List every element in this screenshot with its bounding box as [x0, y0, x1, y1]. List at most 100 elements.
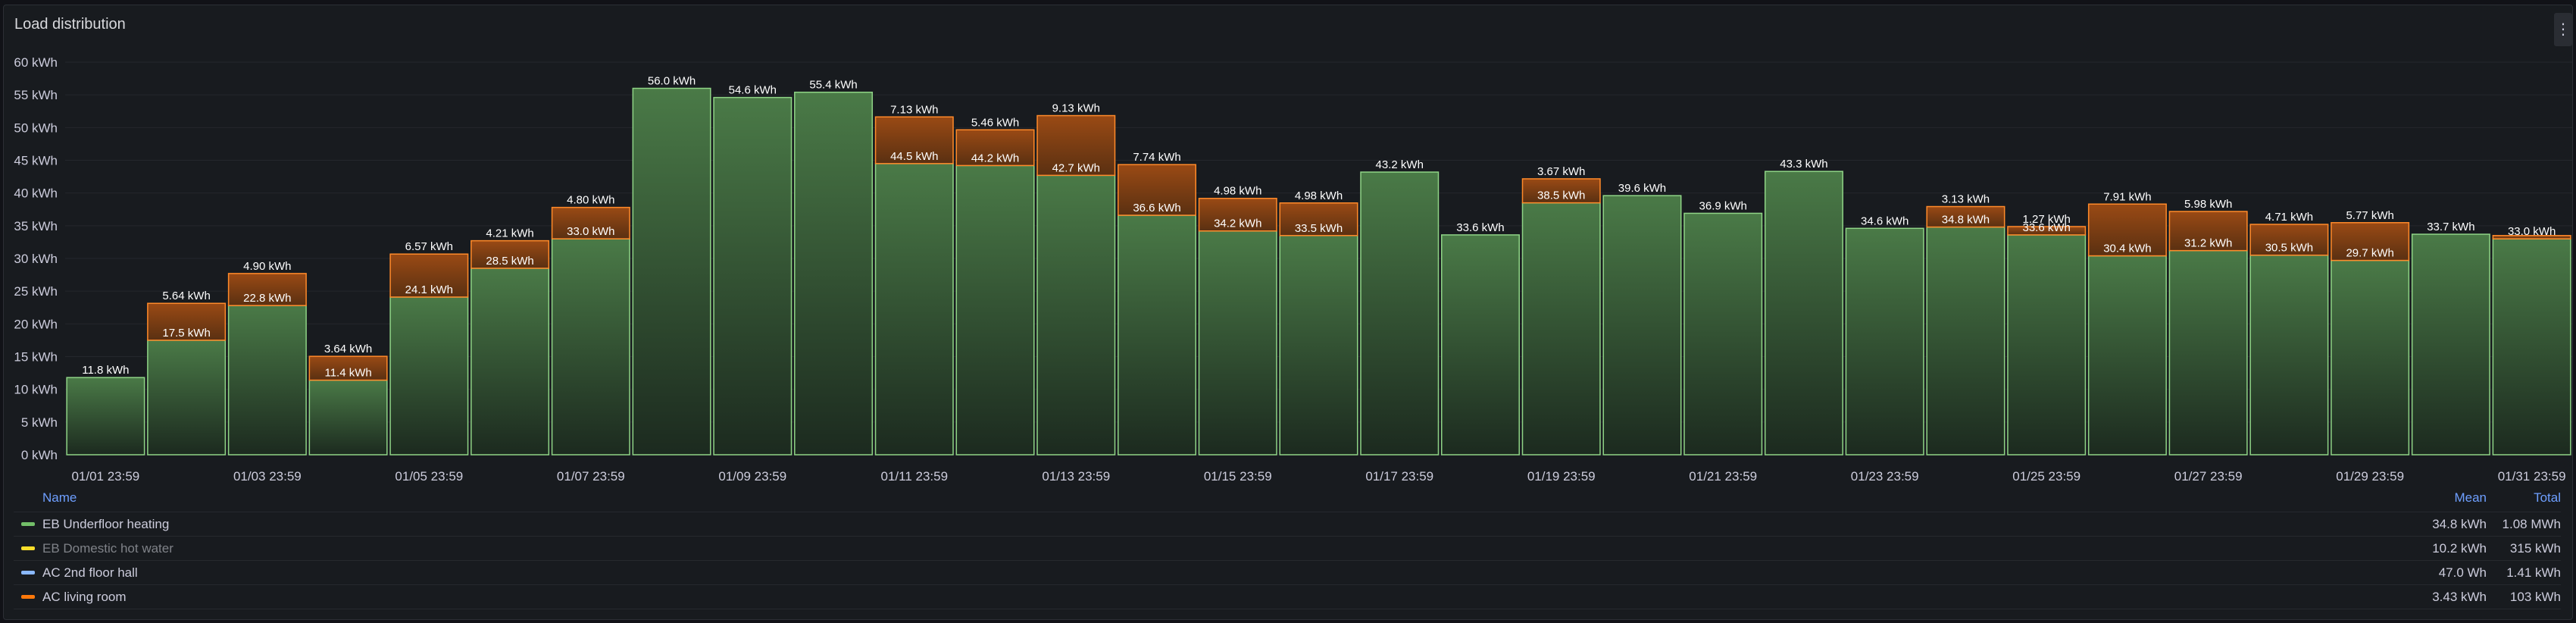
bar-ac-living-room — [2168, 211, 2248, 252]
data-label: 5.98 kWh — [2184, 198, 2232, 211]
y-tick-label: 50 kWh — [14, 121, 58, 135]
bar-ac-living-room — [2492, 235, 2571, 239]
bar-ac-living-room — [147, 302, 227, 341]
data-label: 7.13 kWh — [890, 103, 938, 116]
data-label: 44.2 kWh — [971, 152, 1019, 164]
data-label: 4.71 kWh — [2265, 211, 2313, 224]
bar-ac-living-room — [1198, 197, 1277, 232]
legend-row[interactable]: EB Underfloor heating 34.8 kWh 1.08 MWh — [14, 512, 2561, 537]
legend-series-mean: 34.8 kWh — [2432, 516, 2487, 531]
x-tick-label: 01/23 23:59 — [1851, 469, 1919, 484]
data-label: 30.5 kWh — [2265, 242, 2313, 255]
bar-eb-underfloor-heating — [794, 91, 874, 456]
bar-ac-living-room — [470, 239, 550, 269]
bar-chart: 0 kWh 5 kWh 10 kWh 15 kWh 20 kWh 25 kWh 30 kWh… — [14, 55, 2572, 484]
legend-header-name[interactable]: Name — [42, 490, 77, 505]
legend-header-total[interactable]: Total — [2534, 490, 2561, 505]
data-label: 6.57 kWh — [405, 240, 453, 253]
data-label: 4.21 kWh — [486, 227, 533, 240]
x-tick-label: 01/25 23:59 — [2012, 469, 2080, 484]
data-label: 31.2 kWh — [2184, 237, 2232, 250]
bar-eb-underfloor-heating — [1360, 171, 1440, 456]
bar-eb-underfloor-heating — [713, 96, 792, 456]
y-tick-label: 40 kWh — [14, 186, 58, 201]
data-label: 36.6 kWh — [1133, 202, 1180, 214]
bar-eb-underfloor-heating — [1198, 230, 1277, 456]
legend-series-total: 103 kWh — [2509, 589, 2561, 604]
legend-row[interactable]: AC 2nd floor hall 47.0 Wh 1.41 kWh — [14, 561, 2561, 585]
x-tick-label: 01/01 23:59 — [71, 469, 139, 484]
data-label: 4.80 kWh — [567, 194, 614, 207]
series-color-swatch[interactable] — [21, 522, 35, 526]
x-tick-label: 01/31 23:59 — [2498, 469, 2566, 484]
bar-eb-underfloor-heating — [2492, 238, 2571, 456]
data-label: 9.13 kWh — [1052, 102, 1100, 115]
y-tick-label: 60 kWh — [14, 55, 58, 70]
x-tick-label: 01/03 23:59 — [233, 469, 302, 484]
x-tick-label: 01/11 23:59 — [881, 469, 949, 484]
legend-series-total: 1.08 MWh — [2502, 516, 2561, 531]
y-tick-label: 45 kWh — [14, 154, 58, 168]
bar-ac-living-room — [389, 253, 469, 298]
bar-eb-underfloor-heating — [1683, 212, 1763, 456]
data-label: 33.7 kWh — [2427, 221, 2474, 233]
bar-eb-underfloor-heating — [1036, 174, 1116, 456]
panel-title: Load distribution — [14, 16, 126, 33]
data-label: 7.74 kWh — [1133, 151, 1180, 164]
bar-eb-underfloor-heating — [874, 163, 954, 456]
legend-header: Name Mean Total — [14, 484, 2561, 512]
bar-ac-living-room — [2249, 224, 2329, 256]
data-label: 42.7 kWh — [1052, 161, 1100, 174]
legend-series-name[interactable]: EB Underfloor heating — [42, 516, 170, 531]
data-label: 29.7 kWh — [2346, 247, 2393, 260]
series-color-swatch[interactable] — [21, 571, 35, 574]
bar-ac-living-room — [1118, 164, 1197, 216]
legend-series-name[interactable]: EB Domestic hot water — [42, 540, 174, 556]
legend-row[interactable]: EB Domestic hot water 10.2 kWh 315 kWh — [14, 537, 2561, 561]
data-label: 3.67 kWh — [1537, 165, 1585, 178]
data-label: 7.91 kWh — [2103, 190, 2151, 203]
x-tick-label: 01/07 23:59 — [557, 469, 625, 484]
bar-eb-underfloor-heating — [1440, 234, 1520, 456]
data-label: 11.8 kWh — [82, 364, 129, 377]
data-label: 24.1 kWh — [405, 283, 453, 296]
data-label: 33.6 kWh — [2022, 221, 2070, 234]
bar-ac-living-room — [955, 129, 1035, 167]
series-color-swatch[interactable] — [21, 546, 35, 550]
bar-eb-underfloor-heating — [2087, 255, 2167, 456]
legend-series-name[interactable]: AC living room — [42, 589, 127, 604]
bar-eb-underfloor-heating — [227, 305, 307, 456]
legend-series-mean: 3.43 kWh — [2432, 589, 2487, 604]
series-color-swatch[interactable] — [21, 595, 35, 599]
bar-ac-living-room — [1926, 205, 2005, 228]
bar-eb-underfloor-heating — [308, 379, 388, 456]
data-label: 3.13 kWh — [1942, 193, 1990, 206]
data-label: 33.5 kWh — [1295, 222, 1343, 235]
data-label: 56.0 kWh — [648, 75, 696, 88]
bar-eb-underfloor-heating — [1602, 195, 1682, 456]
data-label: 34.2 kWh — [1214, 218, 1261, 230]
data-label: 43.2 kWh — [1376, 158, 1424, 171]
bar-eb-underfloor-heating — [389, 296, 469, 456]
legend-header-mean[interactable]: Mean — [2454, 490, 2487, 505]
data-label: 44.5 kWh — [890, 150, 938, 163]
legend-row[interactable]: AC living room 3.43 kWh 103 kWh — [14, 585, 2561, 609]
data-label: 11.4 kWh — [324, 367, 371, 380]
x-tick-label: 01/05 23:59 — [395, 469, 463, 484]
bar-ac-living-room — [874, 116, 954, 164]
data-label: 33.0 kWh — [2508, 225, 2556, 238]
x-tick-label: 01/17 23:59 — [1365, 469, 1433, 484]
bar-ac-living-room — [227, 273, 307, 306]
legend-series-total: 315 kWh — [2509, 540, 2561, 556]
legend-series-mean: 10.2 kWh — [2432, 540, 2487, 556]
bar-eb-underfloor-heating — [632, 87, 711, 456]
bar-ac-living-room — [2087, 203, 2167, 257]
legend-series-mean: 47.0 Wh — [2438, 565, 2487, 580]
legend-series-name[interactable]: AC 2nd floor hall — [42, 565, 138, 580]
more-vertical-icon[interactable]: ⋮ — [2554, 13, 2572, 46]
data-label: 33.6 kWh — [1456, 221, 1504, 234]
legend-table: Name Mean Total EB Underfloor heating 34… — [14, 484, 2561, 609]
data-label: 4.98 kWh — [1295, 189, 1343, 202]
x-tick-label: 01/09 23:59 — [718, 469, 786, 484]
data-label: 22.8 kWh — [243, 292, 291, 305]
